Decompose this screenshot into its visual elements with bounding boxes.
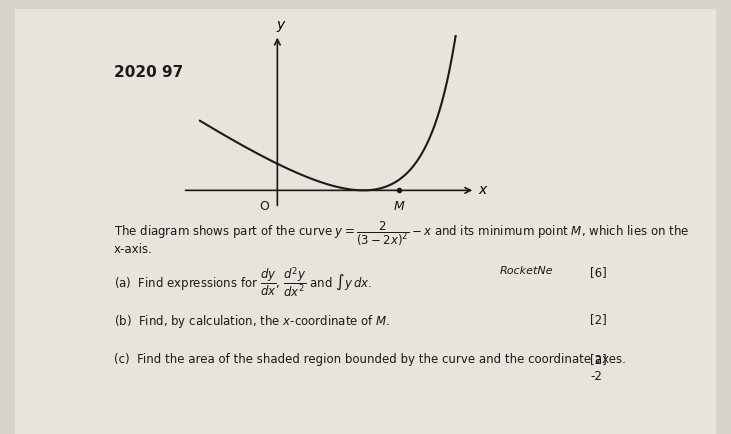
Text: 2020 9709/12: 2020 9709/12	[114, 66, 232, 80]
Text: RocketNe: RocketNe	[499, 266, 553, 276]
Text: The diagram shows part of the curve $y = \dfrac{2}{(3-2x)^2} - x$ and its minimu: The diagram shows part of the curve $y =…	[114, 219, 689, 248]
Text: (c)  Find the area of the shaded region bounded by the curve and the coordinate : (c) Find the area of the shaded region b…	[114, 353, 626, 366]
Text: O: O	[259, 200, 269, 213]
Text: x: x	[479, 183, 487, 197]
Text: [6]: [6]	[590, 266, 607, 279]
Text: x-axis.: x-axis.	[114, 243, 153, 256]
Text: -2: -2	[590, 370, 602, 383]
Text: y: y	[276, 18, 285, 32]
Text: (a)  Find expressions for $\dfrac{dy}{dx}$, $\dfrac{d^2y}{dx^2}$ and $\int y\,dx: (a) Find expressions for $\dfrac{dy}{dx}…	[114, 266, 372, 300]
Text: [2]: [2]	[590, 313, 607, 326]
Text: M: M	[393, 200, 404, 213]
Text: (b)  Find, by calculation, the $x$-coordinate of $M$.: (b) Find, by calculation, the $x$-coordi…	[114, 313, 390, 330]
Text: [2]: [2]	[590, 353, 607, 366]
